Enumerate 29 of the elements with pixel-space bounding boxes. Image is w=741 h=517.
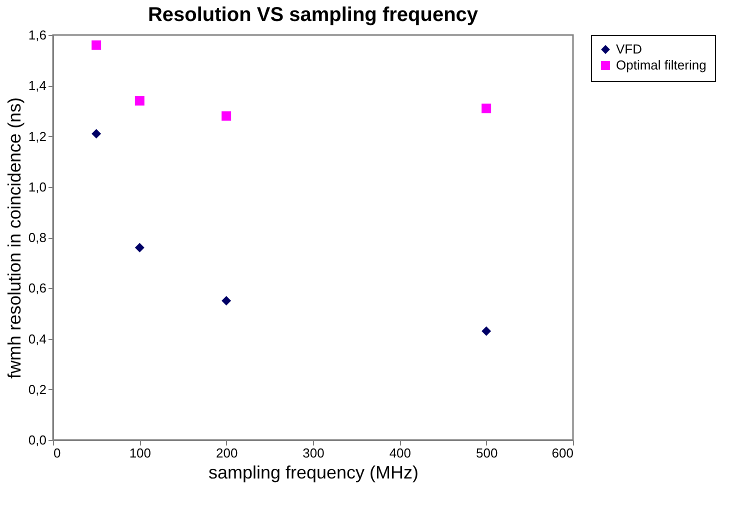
point	[482, 326, 492, 336]
y-tick-label: 1,2	[28, 128, 46, 144]
y-axis-title: fwmh resolution in coincidence (ns)	[4, 97, 24, 379]
point	[92, 40, 102, 50]
y-tick-label: 1,0	[28, 179, 46, 194]
point	[222, 296, 232, 306]
x-tick-label: 600	[552, 446, 574, 460]
x-tick-label: 400	[389, 446, 412, 460]
chart-title: Resolution VS sampling frequency	[148, 4, 479, 26]
y-tick-label: 0,2	[28, 382, 46, 397]
y-tick-label: 0,0	[28, 432, 46, 448]
x-tick-label: 300	[302, 446, 324, 460]
x-tick-label: 500	[476, 446, 498, 460]
point	[482, 104, 492, 114]
x-axis-title: sampling frequency (MHz)	[208, 462, 419, 482]
legend-label: VFD	[616, 42, 642, 56]
point	[92, 128, 102, 138]
y-tick-label: 1,4	[28, 78, 46, 94]
point	[222, 111, 232, 121]
y-tick-label: 0,6	[28, 280, 46, 296]
point	[134, 242, 144, 252]
x-tick-label: 0	[54, 446, 61, 460]
point	[134, 96, 144, 106]
y-tick-label: 0,4	[28, 331, 46, 346]
legend-label: Optimal filtering	[616, 58, 706, 72]
y-tick-label: 1,6	[28, 28, 46, 42]
x-tick-label: 200	[216, 446, 238, 460]
y-tick-label: 0,8	[28, 230, 46, 245]
x-tick-label: 100	[129, 446, 152, 460]
